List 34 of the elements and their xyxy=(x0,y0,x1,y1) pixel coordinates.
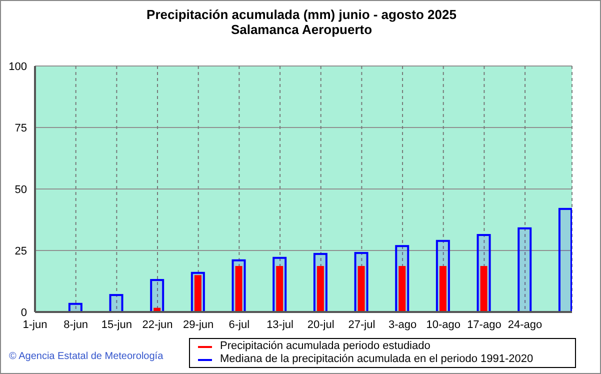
x-tick-label: 6-jul xyxy=(228,318,250,331)
x-tick-label: 13-jul xyxy=(266,318,294,331)
bar xyxy=(480,266,488,312)
y-tick-label: 25 xyxy=(14,245,27,258)
bar xyxy=(68,302,82,312)
y-tick-label: 100 xyxy=(8,60,27,73)
x-tick-label: 3-ago xyxy=(388,318,417,331)
bar xyxy=(276,266,284,312)
bar xyxy=(518,227,532,312)
bar xyxy=(358,266,365,312)
x-tick-label: 27-jul xyxy=(348,318,376,331)
y-tick-label: 0 xyxy=(20,306,27,319)
bar xyxy=(109,294,124,312)
x-tick-label: 17-ago xyxy=(467,318,502,331)
bar xyxy=(316,266,324,312)
x-tick-label: 22-jun xyxy=(142,318,173,331)
bar xyxy=(398,266,406,312)
x-tick-label: 8-jun xyxy=(64,318,88,331)
legend-label: Precipitación acumulada periodo estudiado xyxy=(220,340,430,353)
x-tick-label: 29-jun xyxy=(183,318,214,331)
chart-subtitle: Salamanca Aeropuerto xyxy=(230,22,374,37)
x-tick-label: 24-ago xyxy=(508,318,542,331)
chart-title: Precipitación acumulada (mm) junio - agosto 2025 xyxy=(146,7,458,22)
y-tick-label: 50 xyxy=(14,184,27,196)
bar xyxy=(150,279,164,312)
y-tick-label: 75 xyxy=(14,122,27,134)
text: © Agencia Estatal de Meteorología xyxy=(9,351,164,362)
legend-label: Mediana de la precipitación acumulada en el periodo 1991-2020 xyxy=(220,353,534,366)
x-tick-label: 10-ago xyxy=(426,318,460,331)
x-tick-label: 15-jun xyxy=(101,318,132,331)
bar xyxy=(558,208,572,312)
x-tick-label: 20-jul xyxy=(307,318,334,331)
x-tick-label: 1-jun xyxy=(22,318,48,331)
bar xyxy=(439,266,446,312)
